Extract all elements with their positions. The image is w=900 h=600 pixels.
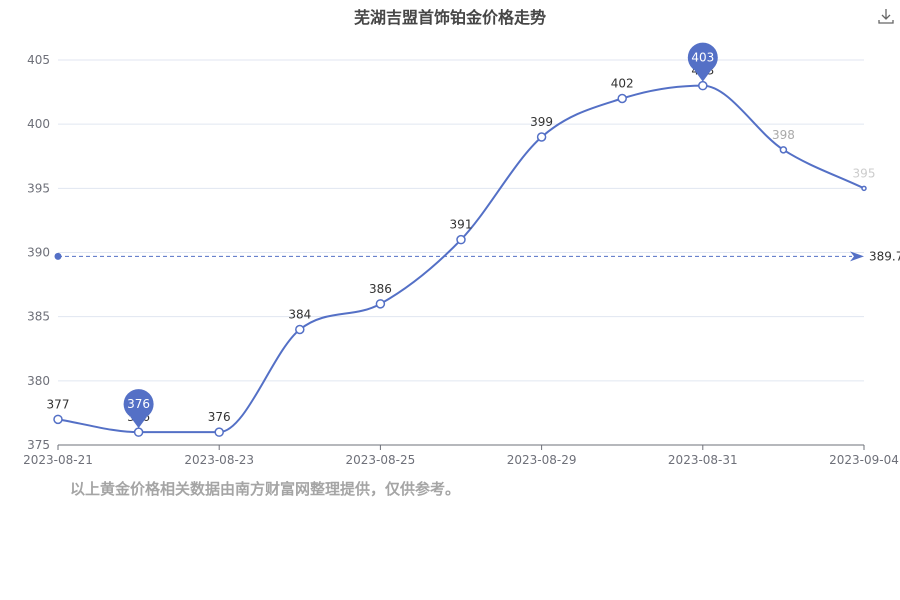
min-pin-tail bbox=[130, 416, 147, 429]
footnote: 以上黄金价格相关数据由南方财富网整理提供，仅供参考。 bbox=[70, 480, 461, 498]
x-tick-label: 2023-08-29 bbox=[507, 453, 577, 467]
y-tick-label: 385 bbox=[27, 310, 50, 324]
data-point bbox=[456, 234, 466, 245]
data-point bbox=[53, 414, 63, 425]
data-label: 391 bbox=[450, 218, 473, 232]
y-tick-label: 380 bbox=[27, 374, 50, 388]
data-point bbox=[698, 80, 708, 91]
data-label: 384 bbox=[288, 308, 311, 322]
data-point bbox=[375, 299, 386, 309]
data-label: 402 bbox=[611, 77, 634, 91]
download-icon[interactable] bbox=[876, 6, 896, 26]
x-tick-label: 2023-08-25 bbox=[346, 453, 416, 467]
data-label: 395 bbox=[853, 166, 876, 180]
data-label: 386 bbox=[369, 282, 392, 296]
data-point bbox=[617, 93, 627, 104]
chart-title: 芜湖吉盟首饰铂金价格走势 bbox=[353, 8, 546, 27]
x-tick-label: 2023-09-04 bbox=[829, 453, 899, 467]
x-tick-label: 2023-08-23 bbox=[184, 453, 254, 467]
series-line bbox=[57, 84, 865, 434]
data-point bbox=[295, 324, 305, 335]
average-line-label: 389.7 bbox=[869, 249, 900, 263]
max-pin bbox=[687, 42, 718, 73]
data-point bbox=[536, 132, 547, 142]
data-point bbox=[779, 146, 788, 154]
y-tick-label: 395 bbox=[27, 181, 50, 195]
y-tick-label: 400 bbox=[27, 117, 50, 131]
data-label: 377 bbox=[47, 397, 70, 411]
data-label: 376 bbox=[208, 410, 231, 424]
x-tick-label: 2023-08-21 bbox=[23, 453, 93, 467]
data-label: 399 bbox=[530, 115, 553, 129]
max-pin-tail bbox=[694, 70, 712, 82]
line-chart: 375 380 385 390 395 400 405 2023-08-21 2023-08-2… bbox=[23, 42, 900, 467]
max-pin-label: 403 bbox=[691, 51, 714, 65]
x-tick-label: 2023-08-31 bbox=[668, 453, 738, 467]
y-tick-label: 390 bbox=[27, 246, 50, 260]
average-line-arrow bbox=[850, 251, 864, 262]
y-tick-label: 405 bbox=[27, 53, 50, 67]
data-point bbox=[861, 185, 867, 192]
data-point bbox=[214, 427, 224, 437]
min-pin-label: 376 bbox=[127, 397, 150, 411]
min-pin bbox=[123, 389, 154, 420]
y-tick-label: 375 bbox=[27, 438, 50, 452]
data-label: 398 bbox=[772, 128, 795, 142]
data-point bbox=[133, 427, 144, 437]
